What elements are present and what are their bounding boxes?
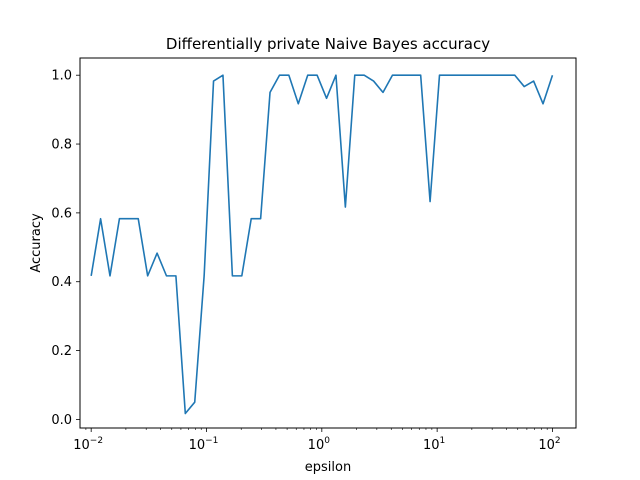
y-tick-label: 1.0 (51, 69, 72, 84)
plot-frame (79, 57, 577, 429)
y-tick-label: 0.6 (51, 206, 72, 221)
x-tick-label: 10−1 (189, 436, 219, 453)
x-tick-label: 100 (308, 436, 331, 453)
y-tick-label: 0.0 (51, 413, 72, 428)
x-tick-label: 102 (538, 436, 560, 453)
x-tick-label: 101 (423, 436, 445, 453)
y-tick-label: 0.4 (51, 275, 72, 290)
series-line-0 (90, 74, 554, 415)
y-tick-label: 0.2 (51, 344, 72, 359)
chart-title: Differentially private Naive Bayes accur… (166, 35, 490, 53)
y-axis-label: Accuracy (29, 213, 44, 273)
x-axis-label: epsilon (305, 460, 351, 475)
y-axis: 0.0 0.2 0.4 0.6 0.8 1.0 (51, 69, 80, 428)
x-tick-label: 10−2 (73, 436, 103, 453)
plot-area (90, 74, 554, 415)
x-axis: 10−2 10−1 100 101 102 (73, 428, 561, 453)
y-tick-label: 0.8 (51, 138, 72, 153)
